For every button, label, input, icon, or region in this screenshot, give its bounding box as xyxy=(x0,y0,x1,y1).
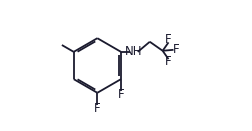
Text: F: F xyxy=(165,33,172,46)
Text: NH: NH xyxy=(125,45,143,58)
Text: F: F xyxy=(118,88,124,101)
Text: F: F xyxy=(94,102,101,115)
Text: F: F xyxy=(165,55,172,68)
Text: F: F xyxy=(173,43,180,56)
